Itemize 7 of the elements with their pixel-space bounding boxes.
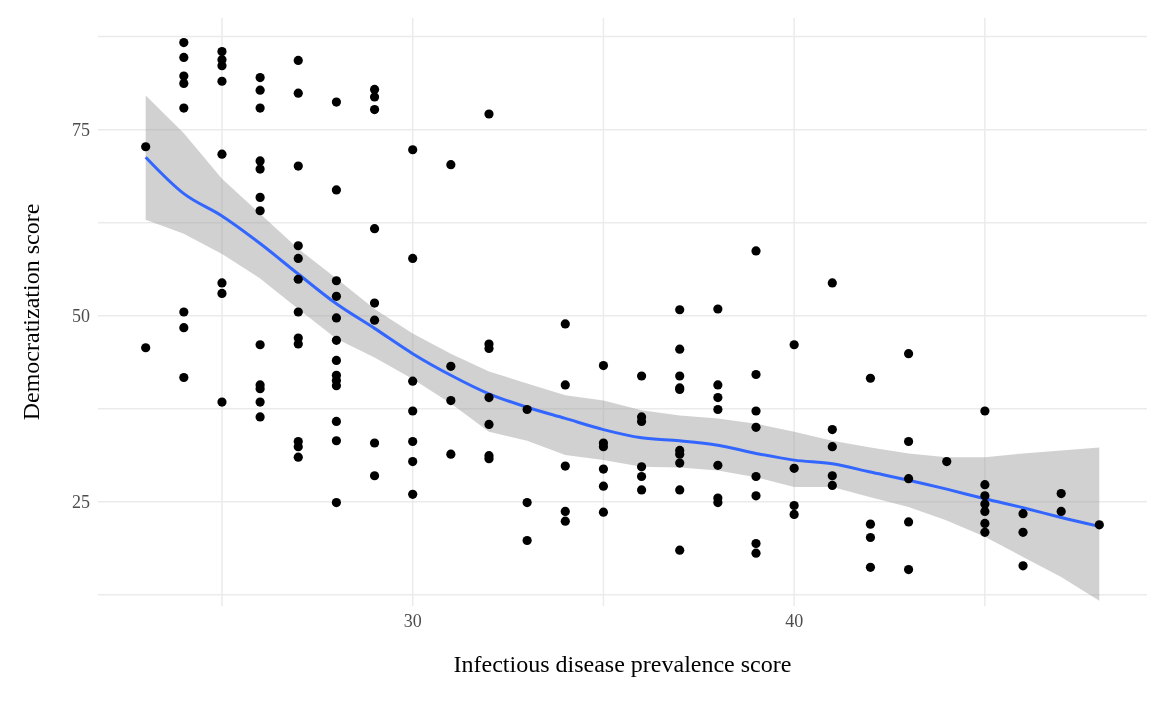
x-axis-title: Infectious disease prevalence score — [453, 651, 792, 677]
x-tick-label: 40 — [785, 610, 804, 631]
y-tick-label: 75 — [72, 120, 90, 141]
y-tick-label: 25 — [72, 492, 90, 513]
y-tick-label: 50 — [72, 306, 90, 327]
x-tick-label: 30 — [403, 610, 422, 631]
y-axis-title: Democratization score — [17, 203, 44, 421]
